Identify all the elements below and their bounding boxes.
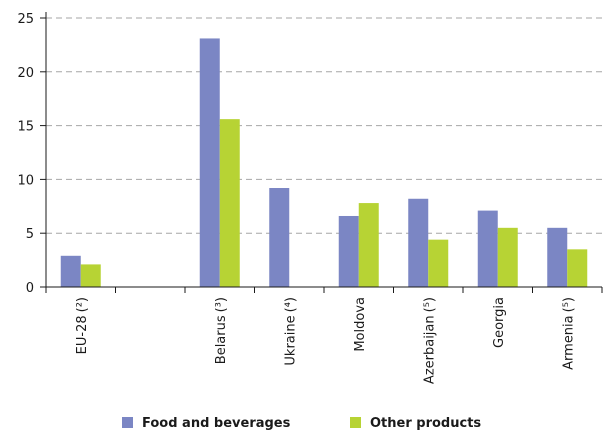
category-name: Ukraine (283, 315, 298, 365)
bar-food-and-beverages (547, 227, 568, 287)
bar-other-products (567, 249, 588, 287)
bar-food-and-beverages (60, 255, 81, 287)
category-footnote: (⁵) (561, 297, 576, 312)
legend-food-and-beverages-swatch (122, 417, 133, 428)
x-category-label: Ukraine (⁴) (283, 297, 298, 366)
category-name: Belarus (214, 315, 229, 364)
x-axis-labels: EU-28 (²) Belarus (³) Ukraine (⁴) Moldova Azerb… (75, 297, 577, 384)
y-axis-ticks: 0 5 10 15 20 25 (17, 12, 46, 296)
bar-other-products (358, 203, 379, 287)
category-footnote: (⁵) (422, 297, 437, 312)
x-category-label: EU-28 (²) (75, 297, 90, 354)
x-category-label: Belarus (³) (214, 297, 229, 364)
category-name: Georgia (492, 297, 507, 348)
bar-other-products (497, 227, 518, 287)
y-tick-label: 25 (17, 12, 34, 27)
x-category-label: Moldova (353, 297, 368, 352)
category-name: EU-28 (75, 315, 90, 354)
legend-other-products-label: Other products (370, 416, 481, 431)
bar-other-products (80, 264, 101, 287)
x-category-label: Armenia (⁵) (561, 297, 576, 370)
category-footnote: (³) (214, 297, 229, 312)
x-axis (40, 12, 603, 293)
y-tick-label: 15 (17, 120, 34, 135)
y-tick-label: 5 (26, 227, 34, 242)
bar-other-products (428, 239, 449, 287)
bars (60, 38, 588, 287)
x-category-label: Georgia (492, 297, 507, 348)
category-name: Moldova (353, 297, 368, 352)
y-tick-label: 10 (17, 173, 34, 188)
bar-food-and-beverages (338, 215, 359, 287)
category-name: Azerbaijan (422, 315, 437, 384)
x-category-label: Azerbaijan (⁵) (422, 297, 437, 384)
legend-food-and-beverages-label: Food and beverages (142, 416, 291, 431)
category-footnote: (²) (75, 297, 90, 312)
bar-other-products (219, 119, 240, 287)
y-tick-label: 0 (26, 281, 34, 296)
category-name: Armenia (561, 315, 576, 370)
y-tick-label: 20 (17, 66, 34, 81)
gridlines (46, 17, 602, 234)
legend: Food and beverages Other products (122, 416, 481, 431)
bar-food-and-beverages (199, 38, 220, 287)
bar-food-and-beverages (408, 198, 429, 287)
bar-food-and-beverages (477, 210, 498, 287)
category-footnote: (⁴) (283, 297, 298, 312)
bar-food-and-beverages (269, 188, 290, 287)
legend-other-products-swatch (350, 417, 361, 428)
